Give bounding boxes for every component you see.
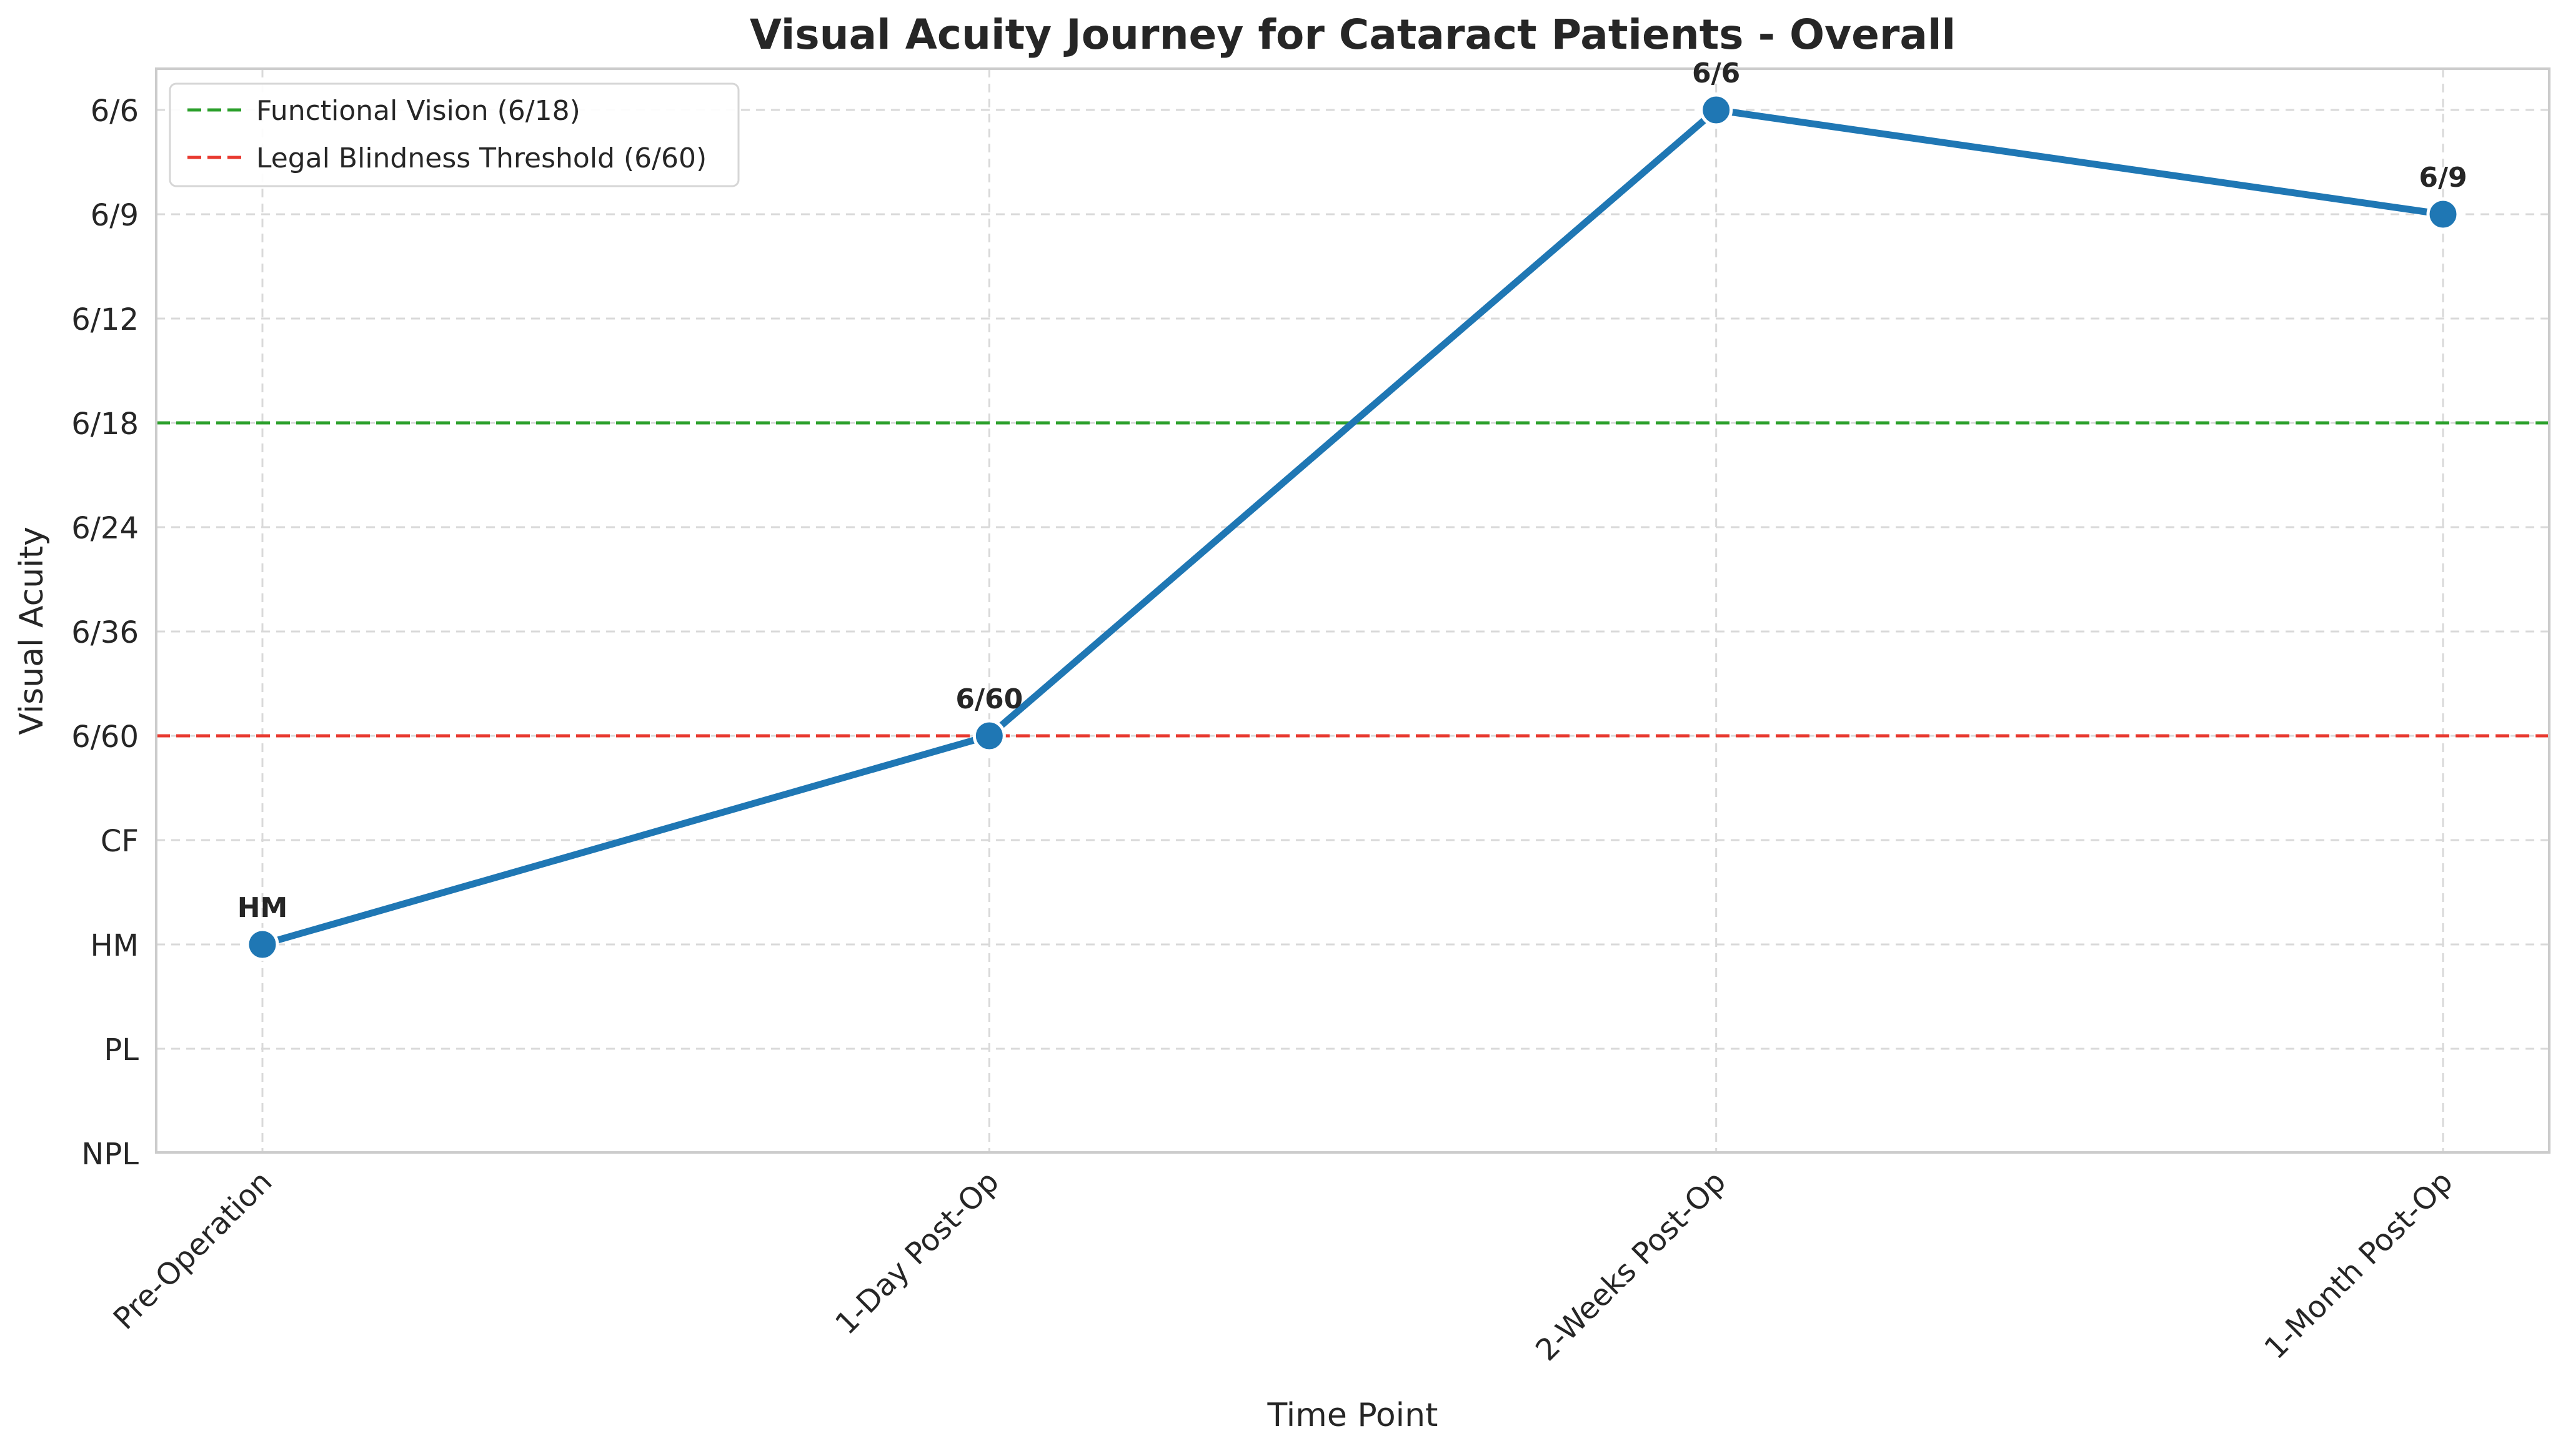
y-tick-label: 6/36 — [71, 615, 139, 650]
data-label: 6/6 — [1692, 57, 1740, 89]
data-label: 6/9 — [2419, 162, 2467, 194]
legend-label-functional-vision: Functional Vision (6/18) — [256, 95, 580, 127]
data-point — [246, 928, 279, 961]
series-layer — [246, 93, 2460, 961]
data-label: HM — [237, 892, 288, 924]
y-tick-label: HM — [90, 928, 139, 963]
x-axis-label: Time Point — [1267, 1397, 1438, 1434]
data-label: 6/60 — [955, 683, 1023, 715]
data-point — [1700, 93, 1733, 127]
grid-lines — [156, 69, 2549, 1152]
y-tick-label: 6/12 — [71, 302, 139, 337]
plot-area-frame — [155, 67, 2551, 1154]
data-point — [2426, 197, 2460, 231]
legend: Functional Vision (6/18) Legal Blindness… — [169, 82, 740, 187]
y-tick-label: 6/60 — [71, 720, 139, 755]
series-line — [259, 106, 2447, 948]
y-tick-label: 6/24 — [71, 511, 139, 546]
legend-box — [169, 82, 740, 187]
y-tick-label: PL — [104, 1033, 139, 1067]
y-tick-label: 6/18 — [71, 407, 139, 442]
y-axis-label: Visual Acuity — [13, 527, 51, 735]
y-tick-label: 6/6 — [91, 94, 139, 129]
y-tick-label: NPL — [81, 1137, 139, 1172]
legend-label-legal-blindness: Legal Blindness Threshold (6/60) — [256, 142, 707, 174]
y-tick-label: 6/9 — [91, 198, 139, 233]
y-tick-label: CF — [101, 824, 139, 859]
data-point — [972, 719, 1006, 753]
data-labels: HM 6/60 6/6 6/9 — [237, 57, 2467, 924]
chart-title: Visual Acuity Journey for Cataract Patie… — [750, 11, 1956, 59]
